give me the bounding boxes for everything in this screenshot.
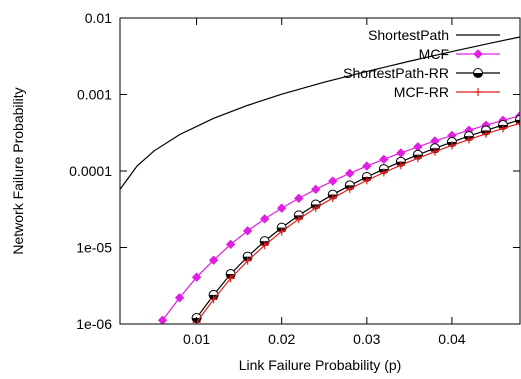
series-point	[294, 193, 304, 204]
legend-label: ShortestPath-RR	[343, 65, 449, 81]
series-point	[413, 142, 423, 152]
series-point	[328, 176, 338, 186]
series-point	[413, 154, 422, 163]
y-tick-label: 1e-06	[76, 316, 112, 332]
series-line	[162, 115, 520, 321]
legend-label: MCF-RR	[394, 84, 449, 100]
legend-swatch-marker-fill	[473, 73, 483, 78]
series-0	[120, 36, 520, 190]
y-axis-title: Network Failure Probability	[10, 87, 26, 254]
series-point	[328, 194, 337, 203]
series-point	[174, 293, 185, 303]
series-point	[294, 215, 303, 224]
series-point	[157, 315, 168, 324]
series-point	[481, 129, 490, 138]
x-tick-label: 0.01	[183, 331, 210, 347]
series-point	[277, 227, 286, 236]
series-point	[362, 161, 372, 171]
series-1	[157, 111, 520, 324]
legend-swatch-marker	[473, 49, 483, 59]
series-point	[430, 147, 439, 156]
series-point	[260, 241, 269, 250]
legend: ShortestPath MCF ShortestPath-RR MCF-RR	[343, 27, 500, 100]
series-point	[345, 184, 354, 193]
series-point	[516, 119, 520, 128]
series-point	[379, 154, 389, 165]
series-3	[192, 119, 520, 324]
series-point	[464, 135, 473, 144]
series-point	[362, 176, 371, 185]
x-axis-title: Link Failure Probability (p)	[239, 357, 402, 373]
y-tick-label: 1e-05	[76, 240, 112, 256]
y-tick-label: 0.001	[77, 87, 112, 103]
legend-swatch-marker	[473, 68, 483, 78]
x-tick-label: 0.02	[268, 331, 295, 347]
series-point	[311, 204, 320, 213]
series-point	[191, 272, 202, 282]
series-point	[396, 161, 405, 170]
series-point	[208, 255, 219, 265]
series-point	[259, 214, 270, 224]
series-line	[120, 36, 520, 190]
plot-frame	[119, 17, 521, 325]
series-point	[498, 124, 507, 133]
series-point	[447, 141, 456, 150]
series-point	[311, 184, 321, 195]
series-point	[396, 148, 406, 158]
series-layer	[120, 36, 520, 324]
series-line	[196, 122, 520, 323]
series-point	[345, 168, 355, 179]
legend-label: ShortestPath	[368, 27, 449, 43]
x-tick-label: 0.03	[353, 331, 380, 347]
y-tick-label: 0.01	[85, 10, 112, 26]
legend-label: MCF	[419, 46, 449, 62]
series-point	[276, 203, 287, 213]
legend-swatch-marker	[474, 88, 482, 96]
series-line	[196, 119, 520, 319]
y-tick-label: 0.0001	[69, 163, 112, 179]
series-point	[242, 226, 253, 236]
x-tick-label: 0.04	[438, 331, 465, 347]
series-2	[191, 114, 520, 323]
ticks-layer: 0.01 0.02 0.03 0.04 1e-06 1e-05 0.0001 0.001 0.0…	[69, 10, 520, 347]
series-point	[243, 256, 252, 265]
series-point	[209, 295, 218, 304]
series-point	[226, 274, 235, 283]
series-point	[225, 239, 236, 250]
series-point	[379, 168, 388, 177]
